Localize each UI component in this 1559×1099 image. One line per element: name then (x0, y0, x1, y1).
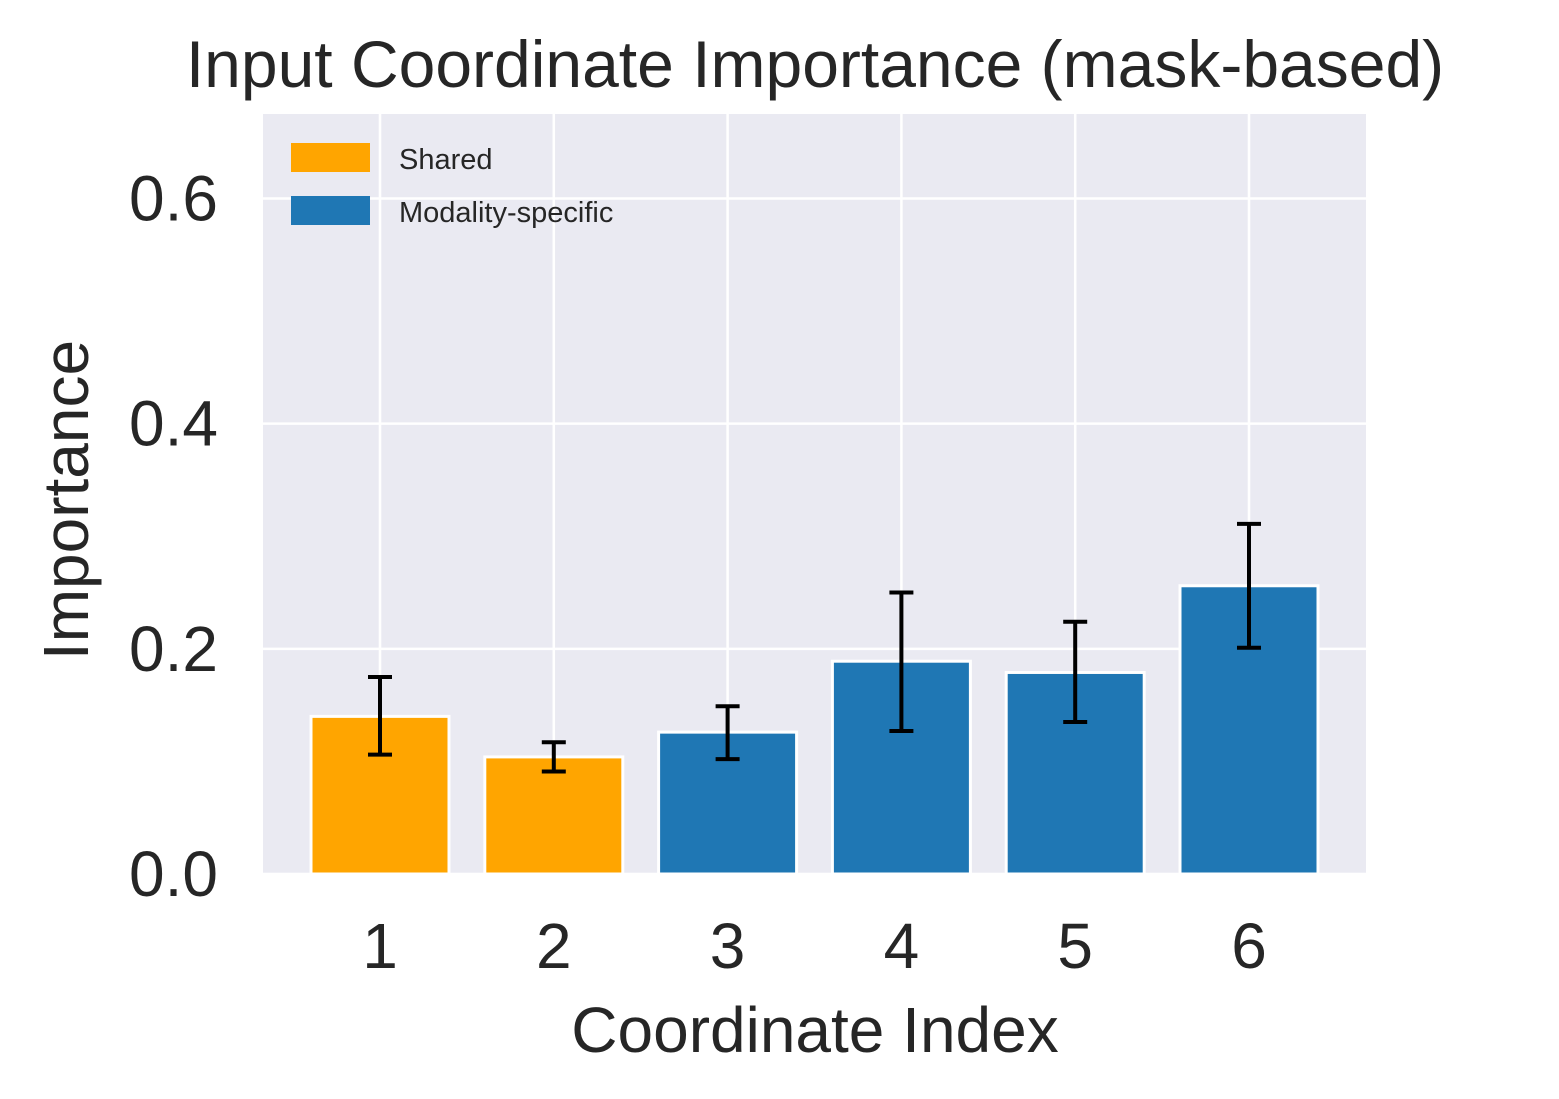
error-bar (1063, 619, 1088, 724)
x-tick-label: 1 (362, 910, 398, 982)
error-bar (889, 590, 914, 734)
bar (657, 730, 799, 876)
error-bar (1237, 521, 1261, 650)
error-bar (541, 740, 566, 774)
x-tick-label: 4 (884, 910, 920, 982)
legend-swatch-modality-specific (291, 196, 370, 225)
error-bars (368, 521, 1261, 774)
x-tick-label: 5 (1057, 910, 1093, 982)
error-bar (368, 674, 392, 757)
legend-label-modality-specific: Modality-specific (399, 197, 613, 229)
legend: Shared Modality-specific (291, 143, 613, 229)
y-tick-label: 0.4 (129, 388, 218, 460)
legend-swatch-shared (291, 143, 370, 172)
bar (483, 755, 625, 876)
chart-title: Input Coordinate Importance (mask-based) (186, 27, 1444, 101)
bar (309, 714, 451, 876)
x-axis-label: Coordinate Index (571, 994, 1058, 1066)
tick-labels: 0.0 0.2 0.4 0.6 1 2 3 4 5 6 (129, 162, 1267, 982)
y-tick-label: 0.6 (129, 162, 218, 234)
y-axis-label: Importance (30, 340, 102, 660)
x-tick-label: 2 (536, 910, 572, 982)
error-bar (715, 704, 740, 762)
legend-label-shared: Shared (399, 144, 493, 176)
y-tick-label: 0.0 (129, 838, 218, 910)
x-tick-label: 6 (1231, 910, 1267, 982)
x-tick-label: 3 (710, 910, 746, 982)
y-tick-label: 0.2 (129, 613, 218, 685)
